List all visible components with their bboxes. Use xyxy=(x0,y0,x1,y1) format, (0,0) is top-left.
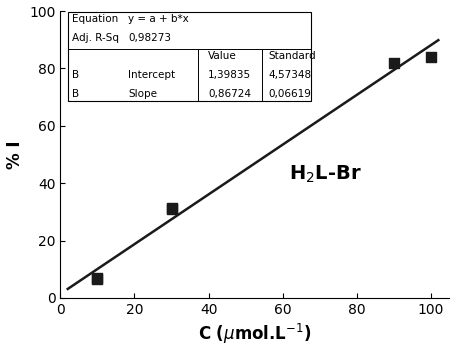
Text: B: B xyxy=(72,88,79,99)
Text: 0,98273: 0,98273 xyxy=(128,33,172,43)
Point xyxy=(168,206,175,212)
Text: 0,86724: 0,86724 xyxy=(208,88,251,99)
Text: Standard: Standard xyxy=(268,51,316,61)
Text: Equation: Equation xyxy=(72,14,118,24)
Y-axis label: % I: % I xyxy=(5,140,24,169)
Text: Adj. R-Sq: Adj. R-Sq xyxy=(72,33,119,43)
Point xyxy=(94,276,101,282)
Text: H$_2$L-Br: H$_2$L-Br xyxy=(288,164,361,185)
Text: y = a + b*x: y = a + b*x xyxy=(128,14,189,24)
Text: B: B xyxy=(72,70,79,80)
Text: 4,57348: 4,57348 xyxy=(268,70,312,80)
Text: Value: Value xyxy=(208,51,237,61)
Point xyxy=(427,54,435,60)
Text: Slope: Slope xyxy=(128,88,157,99)
Text: 0,06619: 0,06619 xyxy=(268,88,311,99)
Point xyxy=(168,205,175,210)
FancyBboxPatch shape xyxy=(68,12,311,101)
X-axis label: C ($\mu$mol.L$^{-1}$): C ($\mu$mol.L$^{-1}$) xyxy=(198,322,312,346)
Point xyxy=(390,60,398,65)
Text: Intercept: Intercept xyxy=(128,70,176,80)
Point xyxy=(94,275,101,281)
Text: 1,39835: 1,39835 xyxy=(208,70,251,80)
